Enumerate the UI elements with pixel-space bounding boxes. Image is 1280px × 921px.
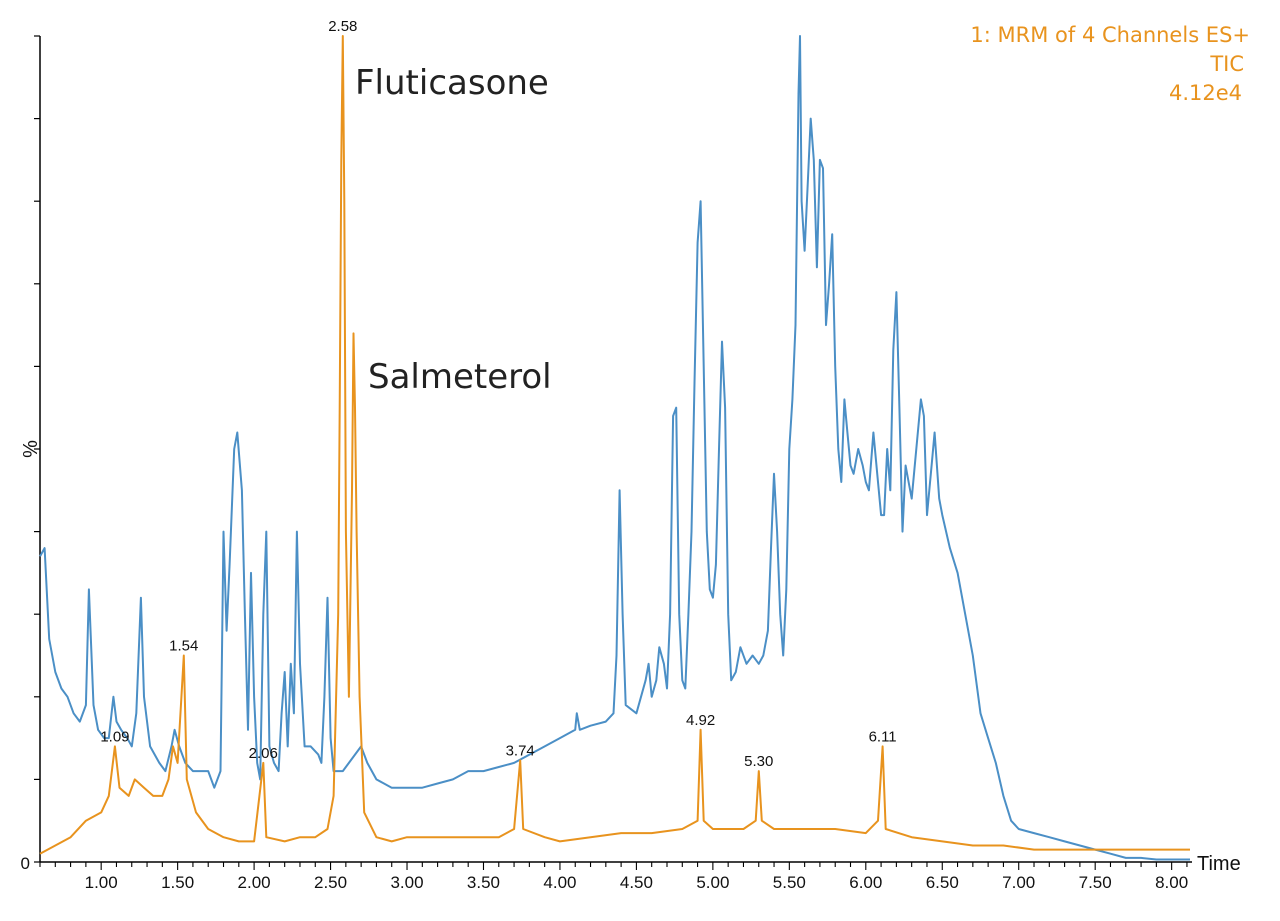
info-block: 1: MRM of 4 Channels ES+ TIC 4.12e4 [970, 23, 1250, 105]
x-tick-label-6: 4.00 [543, 873, 576, 892]
y-tick-label-zero: 0 [21, 854, 30, 873]
peak-label-2: 1.09 [100, 728, 129, 745]
x-tick-label-7: 4.50 [620, 873, 653, 892]
x-tick-label-2: 2.00 [238, 873, 271, 892]
peak-label-6: 5.30 [744, 753, 773, 770]
x-axis-tick-labels: 1.00 1.50 2.00 2.50 3.00 3.50 4.00 4.50 5.00 5.50… [85, 873, 1189, 892]
info-line-3: 4.12e4 [1169, 81, 1242, 105]
series-line-0 [39, 35, 1190, 861]
peak-label-3: 2.06 [249, 745, 278, 762]
annotation-salmeterol: Salmeterol [368, 357, 552, 397]
x-tick-label-11: 6.50 [926, 873, 959, 892]
annotation-fluticasone: Fluticasone [355, 63, 549, 103]
peak-label-0: 2.58 [328, 18, 357, 35]
info-line-2: TIC [1209, 52, 1244, 76]
x-tick-label-4: 3.00 [390, 873, 423, 892]
x-tick-label-0: 1.00 [85, 873, 118, 892]
peak-label-7: 6.11 [869, 728, 897, 745]
peak-label-5: 4.92 [686, 712, 715, 729]
x-axis-ticks [39, 862, 1188, 870]
peak-label-4: 3.74 [506, 742, 535, 759]
x-tick-label-12: 7.00 [1002, 873, 1035, 892]
compound-annotations: Fluticasone Salmeterol [355, 63, 552, 397]
chart-axes: 1.00 1.50 2.00 2.50 3.00 3.50 4.00 4.50 5.00 5.50… [20, 35, 1241, 892]
x-tick-label-14: 8.00 [1155, 873, 1188, 892]
y-axis-ticks [34, 35, 40, 863]
x-tick-label-13: 7.50 [1079, 873, 1112, 892]
x-tick-label-9: 5.50 [773, 873, 806, 892]
x-tick-label-1: 1.50 [161, 873, 194, 892]
y-axis-title: % [20, 440, 42, 458]
series-line-1 [39, 35, 1190, 855]
peak-labels: 2.58 1.54 1.09 2.06 3.74 4.92 5.30 6.11 [100, 18, 896, 770]
x-tick-label-10: 6.00 [849, 873, 882, 892]
x-tick-label-8: 5.00 [696, 873, 729, 892]
peak-label-1: 1.54 [169, 638, 198, 655]
series-layer [39, 35, 1190, 861]
info-line-1: 1: MRM of 4 Channels ES+ [970, 23, 1250, 47]
x-tick-label-3: 2.50 [314, 873, 347, 892]
x-axis-title: Time [1197, 853, 1241, 875]
x-tick-label-5: 3.50 [467, 873, 500, 892]
